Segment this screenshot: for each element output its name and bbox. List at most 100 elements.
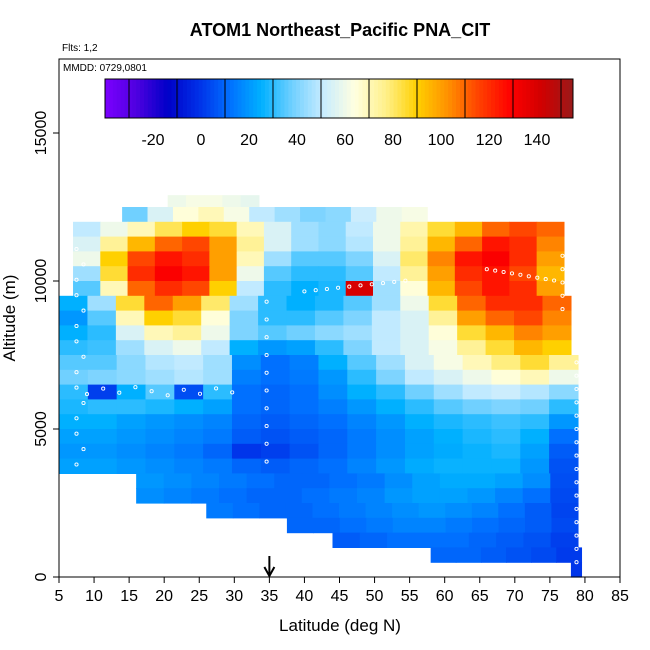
- heatmap-cell: [174, 355, 204, 371]
- heatmap-cell: [263, 221, 292, 238]
- heatmap-cell: [412, 488, 441, 504]
- heatmap-cell: [549, 355, 579, 371]
- heatmap-cell: [209, 221, 238, 238]
- heatmap-cell: [203, 399, 233, 415]
- heatmap-cell: [495, 473, 524, 489]
- heatmap-cell: [482, 266, 510, 282]
- colorbar-segment: [498, 79, 504, 118]
- heatmap-cell: [509, 266, 538, 282]
- colorbar-segment: [530, 79, 535, 118]
- flight-track-point: [117, 390, 122, 395]
- heatmap-cell: [520, 355, 550, 371]
- heatmap-cell: [231, 458, 262, 474]
- heatmap-cell: [462, 399, 493, 415]
- heatmap-cell: [127, 236, 156, 252]
- colorbar-segment: [541, 79, 547, 118]
- heatmap-cell: [485, 325, 515, 341]
- heatmap-cell: [392, 503, 420, 519]
- heatmap-cell: [116, 399, 147, 415]
- heatmap-cell: [329, 488, 358, 504]
- colorbar-segment: [491, 79, 496, 118]
- heatmap-cell: [531, 547, 557, 563]
- heatmap-cell: [339, 503, 367, 519]
- heatmap-cell: [376, 399, 406, 415]
- colorbar-tick-label: -20: [141, 132, 164, 149]
- flight-track-point: [74, 416, 79, 421]
- heatmap-cell: [218, 488, 248, 504]
- flight-track-point: [264, 370, 269, 375]
- flight-track-point: [74, 339, 79, 344]
- colorbar-segment: [268, 79, 274, 118]
- flight-track-point: [403, 278, 408, 283]
- heatmap-cell: [482, 236, 510, 252]
- heatmap-cell: [345, 221, 374, 238]
- flight-track-point: [74, 370, 79, 375]
- heatmap-cell: [312, 503, 340, 519]
- colorbar-segment: [105, 79, 110, 118]
- heatmap-cell: [454, 266, 483, 282]
- flight-track-point: [197, 391, 203, 396]
- heatmap-cell: [206, 503, 234, 519]
- heatmap-cell: [343, 325, 373, 341]
- heatmap-cell: [59, 355, 89, 371]
- heatmap-cell: [371, 310, 401, 326]
- heatmap-cell: [536, 266, 565, 282]
- heatmap-cell: [249, 207, 276, 223]
- flight-track-point: [574, 413, 579, 418]
- heatmap-cell: [373, 251, 401, 267]
- flight-track-point: [74, 462, 79, 467]
- heatmap-cell: [496, 532, 524, 548]
- heatmap-cell: [182, 266, 210, 282]
- heatmap-cell: [145, 369, 175, 386]
- heatmap-cell: [454, 221, 483, 238]
- heatmap-cell: [263, 236, 292, 252]
- heatmap-cell: [536, 236, 565, 252]
- heatmap-cell: [87, 414, 118, 430]
- heatmap-cell: [100, 266, 129, 282]
- x-tick-label: 40: [296, 588, 314, 605]
- x-tick-label: 5: [55, 588, 64, 605]
- flight-track-point: [392, 279, 397, 284]
- x-tick-label: 35: [260, 588, 278, 605]
- heatmap-cell: [401, 207, 428, 223]
- x-tick-label: 15: [120, 588, 138, 605]
- heatmap-cell: [87, 310, 117, 326]
- flight-track-point: [264, 459, 269, 464]
- heatmap-cell: [145, 458, 175, 474]
- heatmap-cell: [236, 221, 265, 238]
- heatmap-cell: [376, 458, 406, 474]
- heatmap-cell: [392, 517, 420, 534]
- flight-track-point: [336, 285, 341, 290]
- arrow-head: [263, 566, 276, 579]
- colorbar-segment: [237, 79, 242, 118]
- colorbar-segment: [249, 79, 254, 118]
- heatmap-cell: [387, 532, 415, 548]
- heatmap-cell: [428, 325, 458, 341]
- heatmap-cell: [300, 207, 327, 223]
- colorbar-segment: [272, 79, 278, 118]
- heatmap-cell: [236, 281, 265, 297]
- flight-track-point: [493, 268, 498, 273]
- colorbar-segment: [315, 79, 320, 118]
- colorbar-segment: [413, 79, 418, 118]
- heatmap-cell: [174, 369, 204, 386]
- flight-track-point: [560, 253, 565, 258]
- colorbar-segment: [300, 79, 305, 118]
- flight-track-point: [74, 246, 79, 252]
- heatmap-cell: [301, 488, 331, 504]
- heatmap-cell: [404, 429, 435, 445]
- heatmap-cell: [343, 295, 373, 312]
- flight-track-point: [574, 386, 579, 392]
- latitude-arrow-marker: [263, 556, 276, 579]
- heatmap-cell: [414, 532, 443, 548]
- heatmap-cell: [520, 414, 550, 430]
- heatmap-cell: [491, 429, 521, 445]
- heatmap-cell: [145, 355, 175, 371]
- heatmap-cell: [289, 399, 320, 415]
- heatmap-cell: [404, 414, 435, 430]
- colorbar-tick-label: 60: [336, 132, 354, 149]
- heatmap-cell: [542, 340, 572, 356]
- heatmap-cell: [73, 281, 101, 297]
- colorbar-segment: [288, 79, 293, 118]
